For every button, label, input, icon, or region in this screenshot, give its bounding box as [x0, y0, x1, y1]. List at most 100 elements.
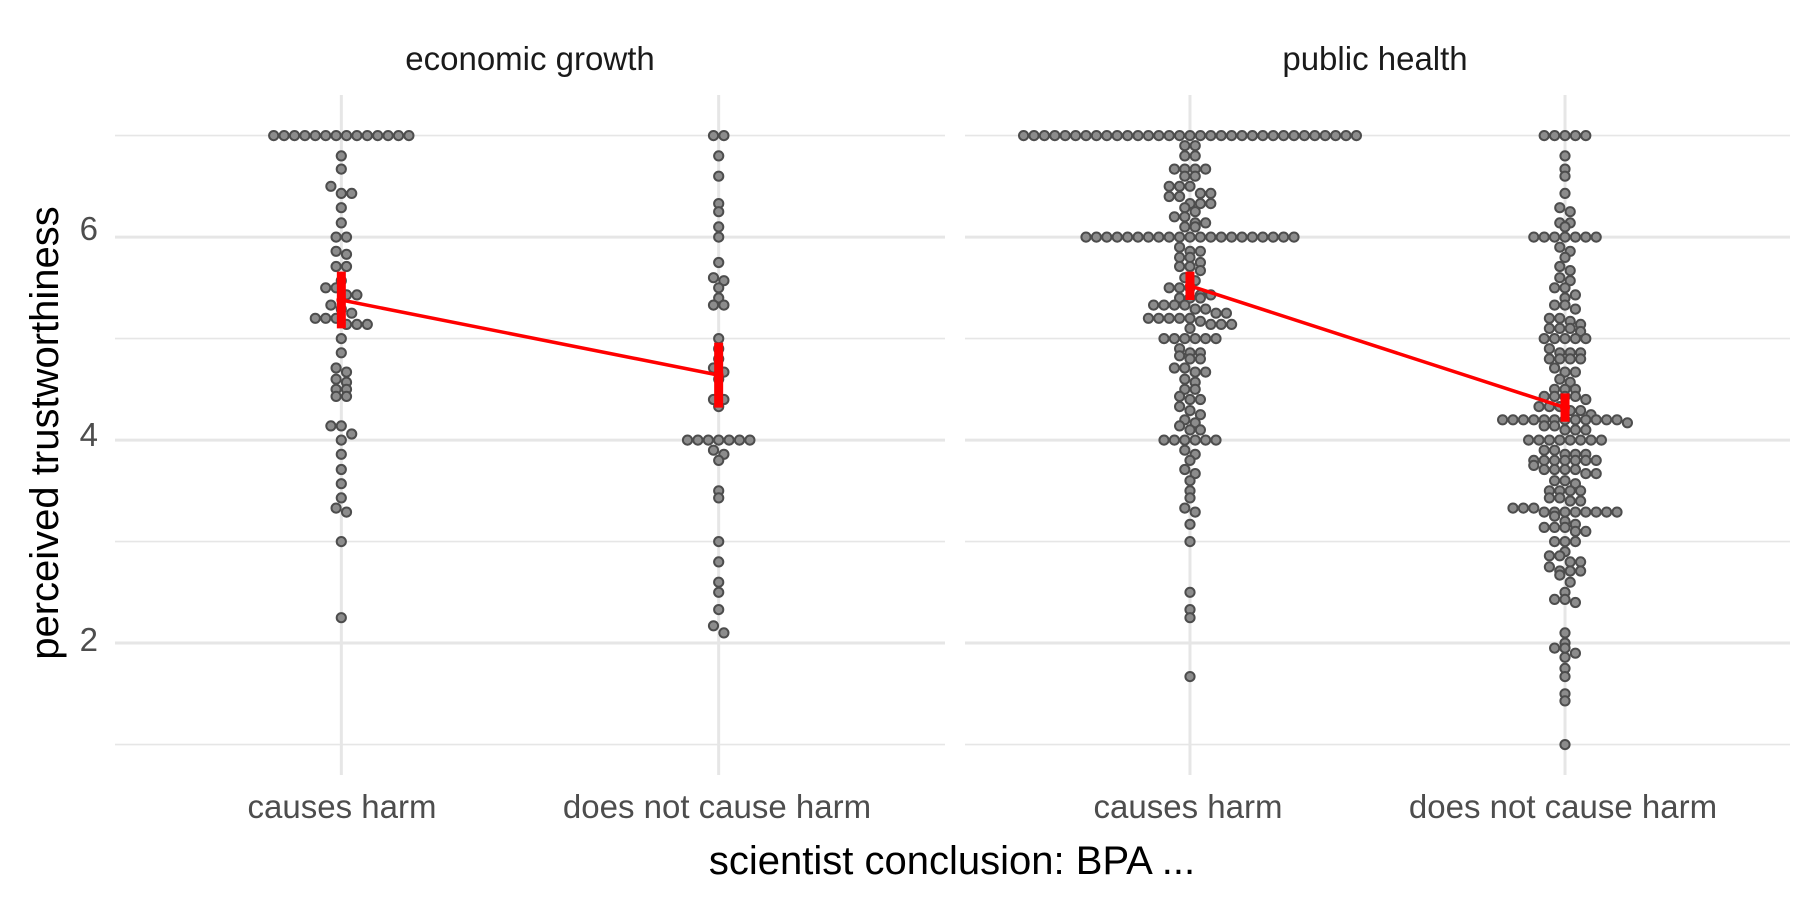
data-point — [372, 130, 384, 142]
data-point — [1533, 401, 1545, 413]
data-point — [1163, 130, 1175, 142]
data-point — [1559, 366, 1571, 378]
data-point — [340, 260, 353, 273]
data-point — [1194, 187, 1207, 199]
data-point — [713, 556, 725, 568]
data-point — [1215, 130, 1227, 142]
data-point — [713, 333, 725, 345]
x-axis-title: scientist conclusion: BPA ... — [709, 839, 1195, 883]
data-point — [1179, 221, 1191, 233]
data-point — [1554, 312, 1566, 324]
data-point — [320, 312, 332, 324]
mean-point — [336, 295, 347, 306]
data-point — [1523, 434, 1535, 446]
data-point — [1590, 231, 1602, 243]
data-point — [1569, 536, 1582, 548]
data-point — [1590, 454, 1602, 466]
data-point — [1611, 506, 1623, 518]
data-point — [1189, 383, 1201, 395]
data-point — [1184, 260, 1196, 273]
data-point — [1080, 130, 1092, 142]
data-point — [1174, 260, 1186, 273]
data-point — [1595, 434, 1608, 446]
data-point — [1575, 565, 1587, 577]
data-point — [713, 221, 725, 233]
data-point — [1174, 401, 1186, 413]
data-point — [335, 536, 347, 548]
data-point — [1507, 414, 1519, 426]
data-point — [1174, 231, 1186, 243]
data-point — [1194, 130, 1207, 142]
data-point — [340, 506, 353, 518]
data-point — [1179, 211, 1191, 223]
data-point — [1543, 561, 1556, 573]
mean-connector-line — [340, 298, 720, 377]
data-point — [1142, 130, 1155, 142]
data-point — [335, 463, 347, 476]
data-point — [1559, 593, 1571, 606]
data-point — [1580, 506, 1592, 518]
data-point — [330, 362, 342, 374]
data-point — [1549, 362, 1561, 374]
data-point — [707, 620, 720, 632]
data-point — [1559, 671, 1571, 683]
data-point — [1559, 695, 1571, 707]
data-point — [1559, 506, 1571, 518]
data-point — [330, 260, 342, 273]
data-point — [1559, 454, 1571, 466]
data-point — [1174, 390, 1186, 402]
data-point — [1122, 130, 1134, 142]
data-point — [1257, 130, 1269, 142]
data-point — [1168, 333, 1181, 345]
data-point — [325, 299, 337, 311]
data-point — [1549, 521, 1561, 534]
data-point — [335, 420, 347, 432]
data-point — [707, 130, 720, 142]
data-point — [1179, 444, 1191, 456]
data-point — [1179, 434, 1191, 446]
data-point — [718, 299, 730, 311]
data-point — [1189, 206, 1201, 218]
data-point — [1549, 463, 1561, 476]
data-point — [1580, 393, 1592, 406]
data-point — [1554, 272, 1566, 284]
data-point — [1158, 434, 1170, 446]
data-point — [1517, 502, 1530, 514]
data-point — [1564, 495, 1576, 507]
data-point — [1236, 231, 1248, 243]
data-point — [1350, 130, 1363, 142]
data-point — [713, 150, 725, 162]
mean-point — [1184, 280, 1195, 291]
data-point — [1189, 333, 1201, 345]
data-point — [335, 492, 347, 504]
data-point — [1111, 231, 1123, 243]
data-point — [1142, 231, 1155, 243]
data-point — [1549, 282, 1561, 294]
data-point — [1559, 424, 1571, 436]
data-point — [1564, 556, 1576, 568]
data-point — [1559, 536, 1571, 548]
panel-title-public-health: public health — [1282, 40, 1467, 77]
data-point — [1184, 405, 1196, 417]
data-point — [1189, 417, 1201, 429]
data-point — [1538, 444, 1550, 456]
data-point — [713, 282, 725, 294]
data-point — [1246, 130, 1259, 142]
data-point — [1189, 366, 1201, 378]
data-point — [1601, 506, 1613, 518]
data-point — [361, 130, 373, 142]
data-point — [1122, 231, 1134, 243]
x-tick-label: does not cause harm — [1409, 788, 1717, 825]
data-point — [330, 245, 342, 257]
data-point — [1575, 556, 1587, 568]
data-point — [1288, 130, 1300, 142]
data-point — [1569, 366, 1582, 378]
data-point — [1569, 289, 1582, 301]
data-point — [1564, 275, 1576, 287]
data-point — [1554, 353, 1566, 365]
data-point — [1226, 130, 1238, 142]
data-point — [713, 536, 725, 548]
data-point — [1564, 576, 1576, 588]
data-point — [1189, 303, 1201, 315]
data-point — [1564, 376, 1576, 388]
